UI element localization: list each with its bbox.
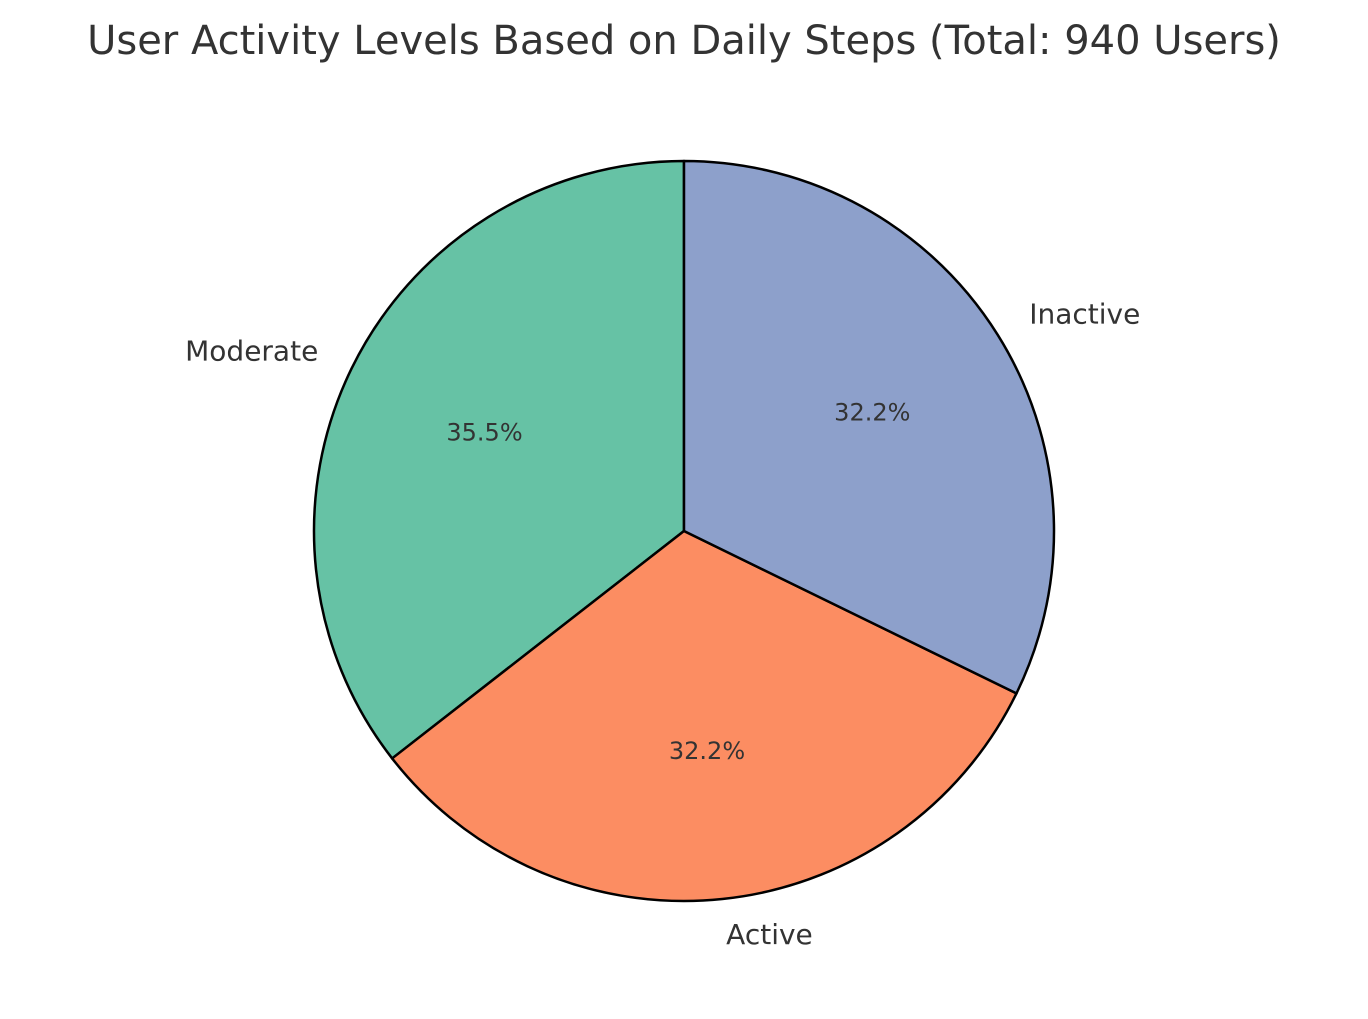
- pie-labels: Moderate 35.5% Active 32.2% Inactive 32.2%: [185, 297, 1140, 950]
- pie-slice-active: [390, 529, 1018, 903]
- slice-percent-label-inactive: 32.2%: [834, 398, 910, 426]
- pie-slices: [312, 159, 1056, 903]
- slice-label-active: Active: [726, 918, 813, 951]
- slice-label-moderate: Moderate: [185, 334, 318, 367]
- slice-percent-label-active: 32.2%: [669, 737, 745, 765]
- pie-slice-moderate: [312, 159, 686, 760]
- pie-slice-inactive: [682, 159, 1056, 695]
- slice-label-inactive: Inactive: [1029, 297, 1140, 330]
- slice-percent-label-moderate: 35.5%: [446, 419, 522, 447]
- chart-title: User Activity Levels Based on Daily Step…: [87, 18, 1281, 64]
